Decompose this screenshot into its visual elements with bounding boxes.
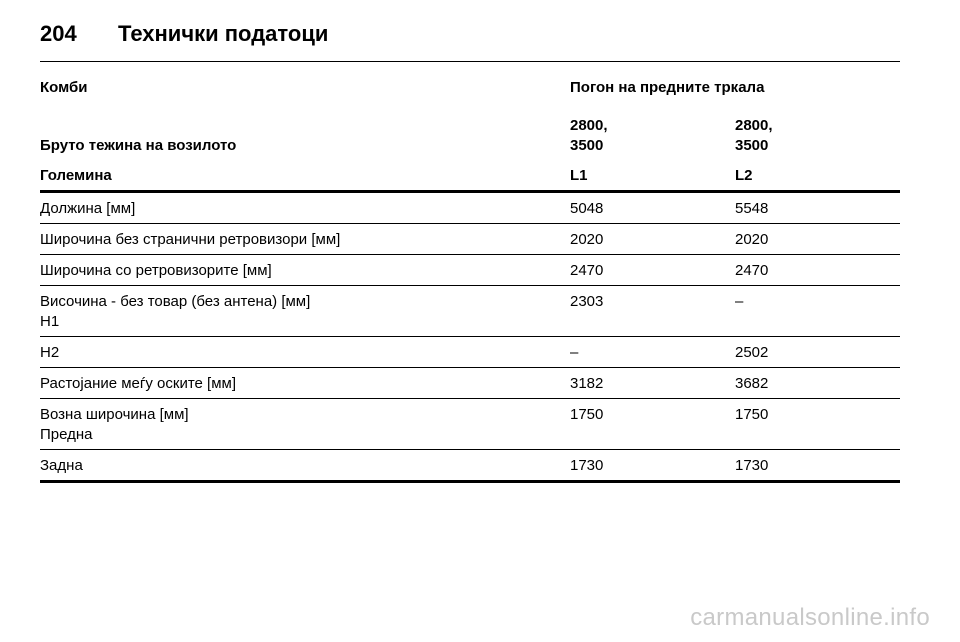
size-col2: L2 (735, 160, 900, 193)
row-label: Широчина со ретровизорите [мм] (40, 254, 570, 286)
row-label: Задна (40, 449, 570, 483)
row-label: Широчина без странични ретровизори [мм] (40, 223, 570, 255)
gross-weight-value: 3500 (570, 137, 604, 154)
row-value: 2470 (735, 254, 900, 286)
row-label: Растојание меѓу оските [мм] (40, 367, 570, 399)
row-value: 5048 (570, 191, 735, 224)
size-label: Големина (40, 160, 570, 193)
row-label-line: Возна широчина [мм] (40, 406, 189, 423)
table-row: Широчина со ретровизорите [мм] 2470 2470 (40, 254, 900, 286)
row-label: Должина [мм] (40, 191, 570, 224)
row-value: 1730 (570, 449, 735, 483)
row-value: 3182 (570, 367, 735, 399)
table-row: Растојание меѓу оските [мм] 3182 3682 (40, 367, 900, 399)
gross-weight-col1: 2800, 3500 (570, 110, 735, 160)
section-label: Комби (40, 79, 88, 96)
size-col1: L1 (570, 160, 735, 193)
row-value: 2020 (570, 223, 735, 255)
row-value: 1750 (570, 398, 735, 450)
row-value: 2502 (735, 336, 900, 368)
table-header-row: Комби Погон на предните тркала (40, 74, 900, 110)
gross-weight-label: Бруто тежина на возилото (40, 137, 237, 154)
row-value: – (570, 336, 735, 368)
gross-weight-col2: 2800, 3500 (735, 110, 900, 160)
row-value: 2470 (570, 254, 735, 286)
page-title: Технички податоци (118, 21, 329, 46)
row-label-line: H1 (40, 313, 60, 330)
drive-label: Погон на предните тркала (570, 79, 765, 96)
header-divider (40, 61, 900, 62)
row-value: 2020 (735, 223, 900, 255)
table-header-row: Бруто тежина на возилото 2800, 3500 2800,… (40, 110, 900, 160)
dimensions-table: Комби Погон на предните тркала Бруто теж… (40, 74, 900, 483)
page-header: 204 Технички податоци (40, 14, 328, 54)
table-header-row: Големина L1 L2 (40, 160, 900, 193)
row-label: H2 (40, 336, 570, 368)
row-label: Височина - без товар (без антена) [мм] H1 (40, 285, 570, 337)
row-value: – (735, 285, 900, 337)
table-row: Широчина без странични ретровизори [мм] … (40, 223, 900, 255)
row-label-line: Височина - без товар (без антена) [мм] (40, 293, 311, 310)
row-value: 2303 (570, 285, 735, 337)
row-value: 1750 (735, 398, 900, 450)
row-label-line: Предна (40, 426, 93, 443)
gross-weight-value: 2800, (735, 117, 773, 134)
table-row: Должина [мм] 5048 5548 (40, 191, 900, 224)
table-row: Возна широчина [мм] Предна 1750 1750 (40, 398, 900, 450)
gross-weight-value: 2800, (570, 117, 608, 134)
gross-weight-value: 3500 (735, 137, 769, 154)
row-label: Возна широчина [мм] Предна (40, 398, 570, 450)
row-value: 3682 (735, 367, 900, 399)
watermark: carmanualsonline.info (690, 604, 930, 631)
row-value: 1730 (735, 449, 900, 483)
row-value: 5548 (735, 191, 900, 224)
table-row: Задна 1730 1730 (40, 449, 900, 483)
page-number: 204 (40, 21, 77, 46)
table-row: Височина - без товар (без антена) [мм] H1… (40, 285, 900, 337)
table-row: H2 – 2502 (40, 336, 900, 368)
